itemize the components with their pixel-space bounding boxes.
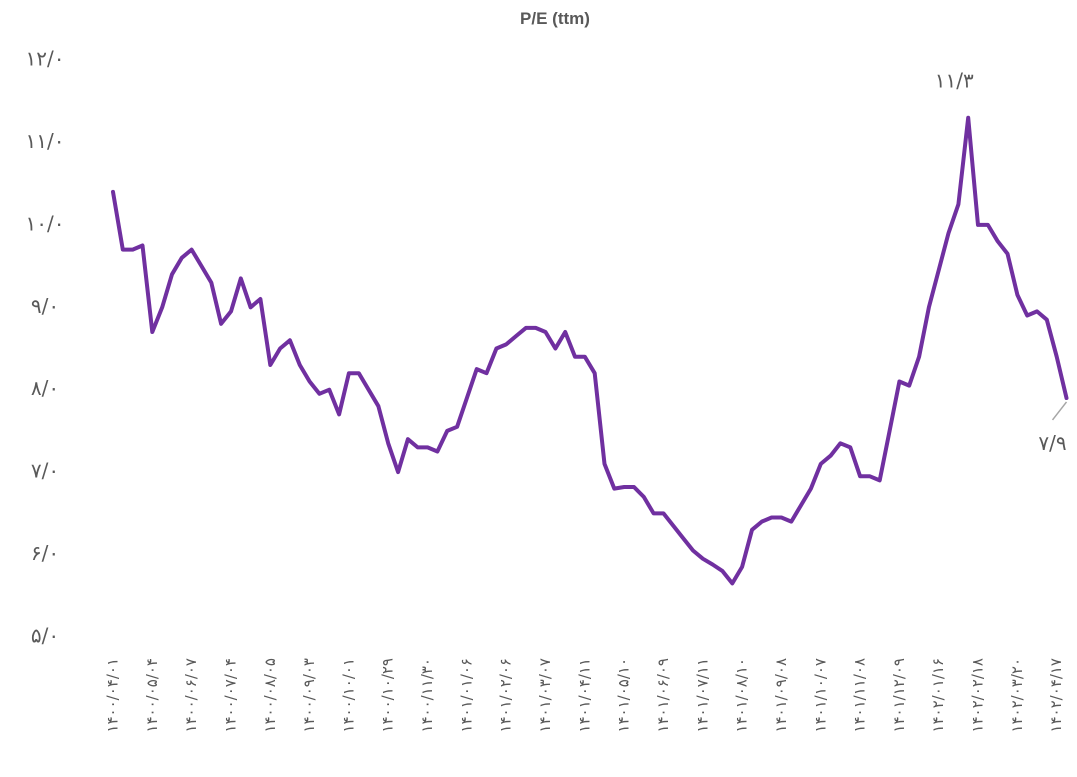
x-tick-label: ۱۴۰۱/۱۰/۰۷ — [811, 658, 829, 733]
x-tick-label: ۱۴۰۰/۰۷/۰۴ — [221, 658, 239, 733]
x-tick-label: ۱۴۰۱/۰۸/۱۰ — [733, 658, 751, 733]
y-tick-label: ۷/۰ — [31, 459, 59, 483]
y-tick-label: ۸/۰ — [31, 376, 59, 400]
x-tick-label: ۱۴۰۱/۰۷/۱۱ — [693, 658, 711, 733]
x-tick-label: ۱۴۰۰/۰۵/۰۴ — [143, 658, 161, 733]
x-tick-label: ۱۴۰۰/۰۶/۰۷ — [182, 658, 200, 733]
x-tick-label: ۱۴۰۱/۱۱/۰۸ — [851, 658, 869, 733]
y-tick-label: ۹/۰ — [31, 294, 59, 318]
x-tick-label: ۱۴۰۱/۰۶/۰۹ — [654, 658, 672, 733]
leader-line — [1051, 401, 1068, 421]
x-tick-label: ۱۴۰۱/۰۵/۱۰ — [615, 658, 633, 733]
x-tick-label: ۱۴۰۱/۰۱/۰۶ — [457, 658, 475, 733]
y-tick-label: ۵/۰ — [31, 624, 59, 648]
line-series — [111, 115, 1069, 586]
y-tick-label: ۶/۰ — [31, 541, 59, 565]
x-tick-label: ۱۴۰۲/۰۴/۱۷ — [1047, 658, 1065, 733]
x-tick-label: ۱۴۰۱/۰۲/۰۶ — [497, 658, 515, 733]
x-tick-label: ۱۴۰۰/۰۹/۰۳ — [300, 658, 318, 733]
x-tick-label: ۱۴۰۰/۰۸/۰۵ — [261, 658, 279, 733]
chart-title: P/E (ttm) — [520, 9, 590, 28]
x-tick-label: ۱۴۰۱/۰۴/۱۱ — [575, 658, 593, 733]
x-tick-label: ۱۴۰۲/۰۲/۱۸ — [969, 658, 987, 733]
x-tick-label: ۱۴۰۱/۱۲/۰۹ — [890, 658, 908, 733]
y-tick-label: ۱۰/۰ — [26, 211, 65, 235]
x-tick-label: ۱۴۰۰/۰۴/۰۱ — [104, 658, 122, 733]
y-tick-label: ۱۱/۰ — [26, 129, 65, 153]
x-tick-label: ۱۴۰۲/۰۳/۲۰ — [1008, 658, 1026, 733]
value-label: ۷/۹ — [1038, 431, 1066, 455]
x-tick-label: ۱۴۰۱/۰۹/۰۸ — [772, 658, 790, 733]
x-tick-label: ۱۴۰۰/۱۱/۳۰ — [418, 658, 436, 733]
x-tick-label: ۱۴۰۲/۰۱/۱۶ — [929, 658, 947, 733]
x-tick-label: ۱۴۰۰/۱۰/۲۹ — [379, 658, 397, 733]
y-tick-label: ۱۲/۰ — [26, 47, 65, 71]
value-label: ۱۱/۳ — [935, 69, 974, 93]
x-tick-label: ۱۴۰۱/۰۳/۰۷ — [536, 658, 554, 733]
x-tick-label: ۱۴۰۰/۱۰/۰۱ — [339, 658, 357, 733]
